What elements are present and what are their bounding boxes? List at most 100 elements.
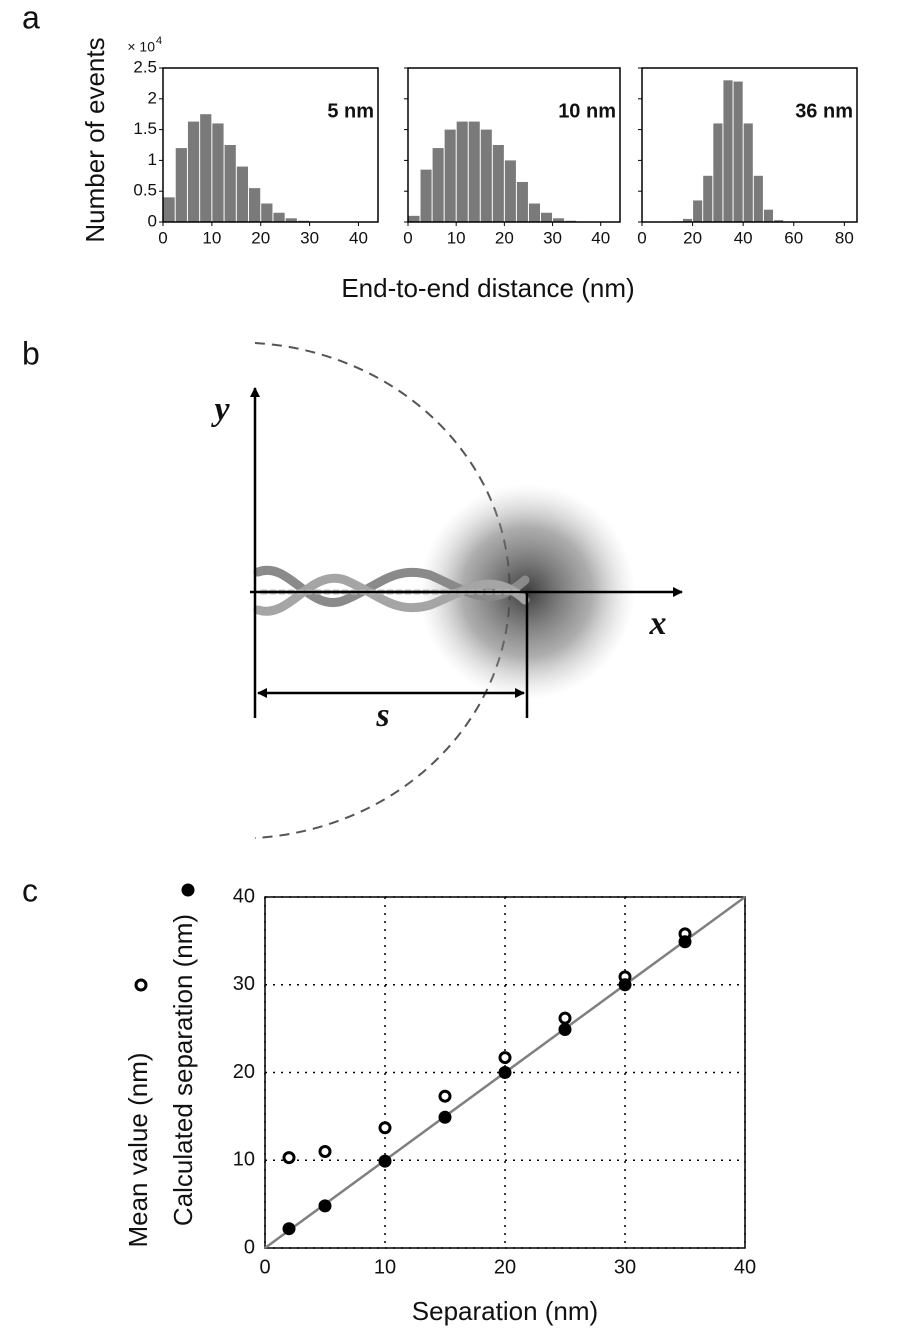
bar: [432, 148, 444, 222]
bar: [516, 181, 528, 222]
y-tick-label: 20: [233, 1061, 255, 1083]
plot-frame: [407, 67, 621, 223]
data-point: [678, 935, 692, 949]
data-point: [318, 1199, 332, 1213]
bar: [273, 212, 285, 222]
y-tick-label: 40: [233, 885, 255, 907]
y-axis-symbol: y: [210, 391, 230, 428]
x-tick-label: 20: [683, 228, 702, 247]
bar: [261, 203, 273, 222]
bar: [285, 218, 297, 222]
y-axis-label: Number of events: [80, 37, 110, 242]
bar: [774, 220, 784, 222]
y-axis-label: Calculated separation (nm): [168, 914, 198, 1226]
bar: [175, 148, 187, 222]
bar: [528, 203, 540, 222]
bar: [456, 121, 468, 222]
bar: [723, 80, 733, 222]
x-tick-label: 0: [158, 228, 167, 247]
x-axis-label: Separation (nm): [412, 1296, 598, 1326]
bar: [504, 160, 516, 222]
bar: [753, 175, 763, 222]
data-point: [282, 1222, 296, 1236]
bar: [187, 121, 200, 222]
bar: [249, 188, 261, 222]
x-tick-label: 0: [637, 228, 646, 247]
bar: [763, 209, 774, 222]
annotation: 5 nm: [327, 100, 374, 122]
data-point: [498, 1051, 512, 1065]
bar: [224, 145, 236, 222]
y-tick-label: 1.5: [133, 119, 157, 138]
x-tick-label: 30: [543, 228, 562, 247]
scale-label: × 10: [127, 39, 155, 55]
annotation: 10 nm: [558, 100, 616, 122]
y-tick-label: 0: [244, 1236, 255, 1258]
bar: [743, 123, 753, 222]
plot-frame: [264, 896, 746, 1249]
x-tick-label: 20: [494, 1256, 516, 1278]
bar: [733, 81, 743, 222]
distance-symbol: s: [375, 697, 389, 734]
bar: [480, 129, 492, 222]
plot-frame: [641, 67, 858, 223]
diagram: y x s: [210, 342, 683, 839]
x-axis-label: End-to-end distance (nm): [341, 273, 634, 303]
bar: [703, 175, 713, 222]
data-point: [438, 1110, 452, 1124]
x-axis-symbol: x: [649, 605, 667, 642]
bar: [492, 145, 504, 222]
data-point: [438, 1089, 452, 1103]
x-tick-label: 40: [591, 228, 610, 247]
bar: [444, 129, 456, 222]
x-tick-label: 0: [403, 228, 412, 247]
bar: [541, 212, 553, 222]
bar: [713, 123, 723, 222]
bar: [408, 215, 420, 222]
x-tick-label: 30: [614, 1256, 636, 1278]
bar: [163, 197, 175, 222]
x-tick-label: 40: [734, 1256, 756, 1278]
bar: [420, 169, 432, 222]
bar: [682, 218, 693, 222]
bar: [212, 123, 224, 222]
bar: [693, 200, 703, 222]
x-tick-label: 40: [734, 228, 753, 247]
data-point: [498, 1066, 512, 1079]
x-tick-label: 30: [300, 228, 319, 247]
panel-label: c: [22, 872, 38, 908]
y-tick-label: 10: [233, 1149, 255, 1171]
data-point: [558, 1023, 572, 1037]
x-tick-label: 60: [784, 228, 803, 247]
data-point: [618, 978, 632, 992]
bar: [200, 114, 212, 222]
y-axis-label: Mean value (nm): [123, 1052, 153, 1247]
x-tick-label: 20: [251, 228, 270, 247]
x-tick-label: 40: [349, 228, 368, 247]
data-point: [318, 1144, 332, 1158]
data-point: [282, 1151, 296, 1165]
y-tick-label: 0.5: [133, 181, 157, 200]
y-tick-label: 0: [148, 211, 157, 230]
y-tick-label: 2: [148, 88, 157, 107]
bar: [553, 218, 565, 222]
data-point: [378, 1154, 392, 1168]
x-tick-label: 0: [259, 1256, 270, 1278]
data-point: [378, 1121, 392, 1135]
x-tick-label: 80: [835, 228, 854, 247]
bar: [468, 121, 480, 222]
y-tick-label: 1: [148, 150, 157, 169]
plot-frame: [162, 67, 379, 223]
panel-label: a: [22, 0, 40, 35]
x-tick-label: 10: [374, 1256, 396, 1278]
x-tick-label: 20: [495, 228, 514, 247]
scale-exponent: 4: [156, 35, 162, 47]
annotation: 36 nm: [795, 100, 853, 122]
legend-marker: [181, 883, 195, 897]
panel-label: b: [22, 335, 40, 371]
x-tick-label: 10: [447, 228, 466, 247]
x-tick-label: 10: [202, 228, 221, 247]
legend-marker: [134, 978, 148, 992]
y-tick-label: 30: [233, 973, 255, 995]
